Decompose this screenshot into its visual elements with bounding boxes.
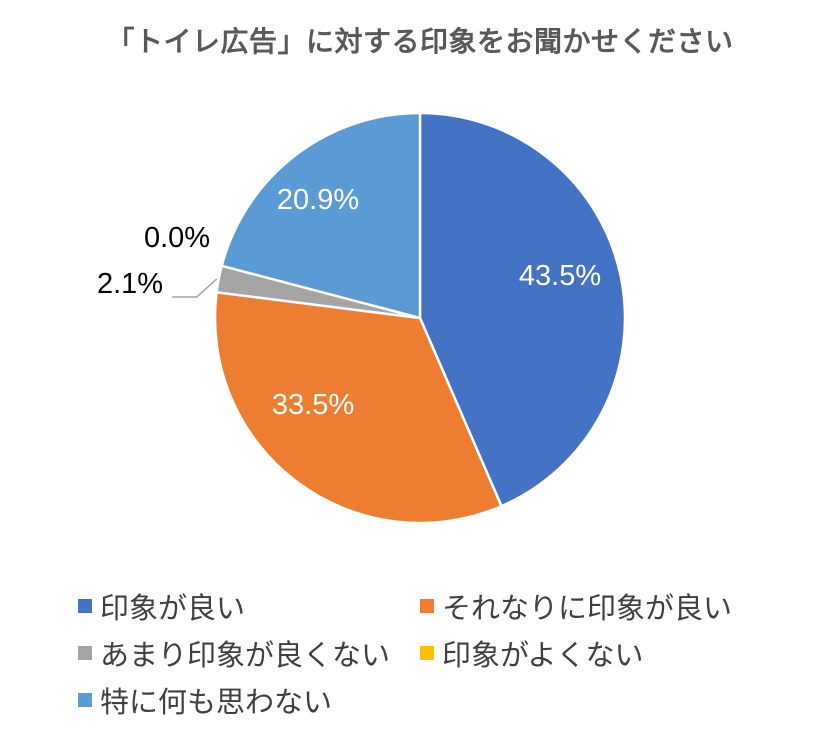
legend-label: 特に何も思わない: [100, 685, 333, 719]
data-labels: 43.5% 33.5% 2.1% 0.0% 20.9%: [97, 184, 601, 421]
legend-swatch: [78, 693, 92, 707]
legend-label: 印象が良い: [100, 591, 246, 625]
chart-title: 「トイレ広告」に対する印象をお聞かせください: [106, 25, 734, 58]
legend-swatch: [420, 599, 434, 613]
legend-swatch: [420, 646, 434, 660]
pie-slices: [213, 111, 627, 525]
legend-item: 特に何も思わない: [78, 679, 332, 721]
leader-lines: [172, 278, 218, 298]
pie-slice: [213, 290, 504, 525]
data-label: 43.5%: [519, 260, 601, 292]
legend-swatch: [78, 646, 92, 660]
pie-slice: [220, 111, 422, 320]
pie-slice: [418, 111, 627, 508]
data-label: 33.5%: [272, 389, 354, 421]
legend-swatch: [78, 599, 92, 613]
legend-label: あまり印象が良くない: [100, 638, 391, 672]
data-label: 20.9%: [277, 184, 359, 216]
legend-item: 印象がよくない: [420, 632, 644, 674]
legend-item: あまり印象が良くない: [78, 632, 390, 674]
legend-item: 印象が良い: [78, 585, 245, 627]
legend-label: それなりに印象が良い: [442, 591, 733, 625]
legend-label: 印象がよくない: [442, 638, 644, 672]
data-label: 2.1%: [97, 268, 163, 300]
data-label: 0.0%: [144, 222, 210, 254]
leader-line: [172, 278, 218, 298]
pie-chart: 43.5% 33.5% 2.1% 0.0% 20.9%: [97, 111, 627, 525]
legend-item: それなりに印象が良い: [420, 585, 732, 627]
